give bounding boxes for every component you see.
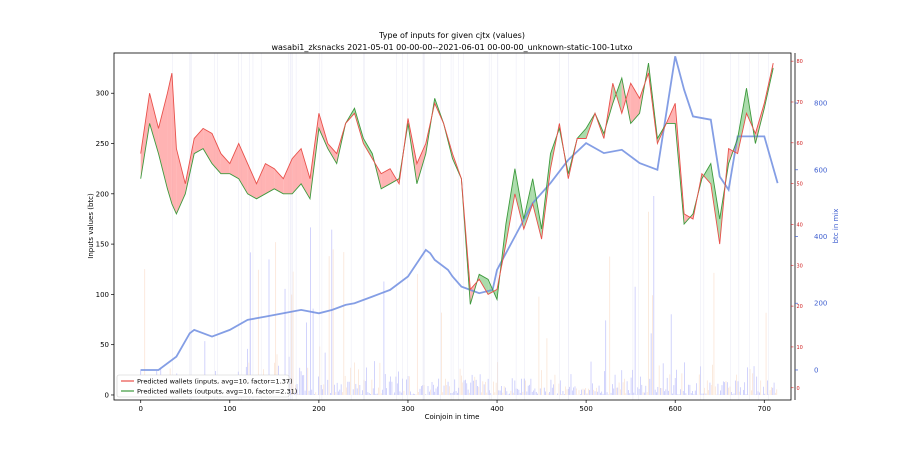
legend: Predicted wallets (inputs, avg=10, facto… (116, 374, 297, 398)
y3-axis-ticks: 0 10 20 30 40 50 60 70 80 (791, 59, 803, 392)
x-axis-ticks: 0 100 200 300 400 500 600 700 (138, 400, 771, 413)
x-tick-label: 100 (223, 405, 236, 413)
difference-fill-segment (363, 138, 373, 159)
chart-subtitle: wasabi1_zksnacks 2021-05-01 00-00-00--20… (271, 43, 632, 52)
difference-fill-segment (220, 153, 230, 174)
difference-fill-segment (532, 178, 542, 240)
gridline-markers (172, 53, 769, 400)
difference-fill-segment (514, 168, 524, 230)
btc-in-mix-line (140, 56, 779, 371)
x-tick-label: 500 (579, 405, 592, 413)
difference-fill-segment (292, 148, 302, 194)
difference-fill-segment (185, 138, 195, 194)
y2-axis-ticks: 0 200 400 600 800 (795, 100, 827, 374)
x-tick-label: 400 (490, 405, 503, 413)
difference-fill-segment (309, 113, 319, 199)
y2-tick-label: 800 (814, 100, 827, 108)
outputs-line (140, 63, 774, 305)
difference-fill-segment (479, 274, 489, 295)
x-axis-label: Coinjoin in time (425, 413, 480, 421)
difference-fills (140, 63, 774, 305)
legend-outputs-label: Predicted wallets (outputs, avg=10, fact… (137, 388, 297, 396)
y3-tick-label: 50 (797, 182, 803, 188)
difference-fill-segment (158, 93, 168, 189)
y-tick-label: 100 (96, 291, 109, 299)
y-axis-ticks: 0 50 100 150 200 250 300 (96, 90, 114, 399)
x-tick-label: 600 (669, 405, 682, 413)
inputs-line (140, 63, 774, 296)
y3-tick-label: 80 (797, 59, 803, 65)
y2-tick-label: 200 (814, 300, 827, 308)
x-tick-label: 700 (758, 405, 771, 413)
y-tick-label: 300 (96, 90, 109, 98)
x-tick-label: 0 (138, 405, 142, 413)
difference-fill-segment (167, 73, 172, 204)
y3-tick-label: 30 (797, 263, 803, 269)
difference-fill-segment (238, 143, 248, 194)
x-tick-label: 200 (312, 405, 325, 413)
difference-fill-segment (327, 143, 337, 164)
y-tick-label: 150 (96, 241, 109, 249)
difference-fill-segment (505, 168, 515, 245)
y-tick-label: 50 (100, 341, 109, 349)
y-axis-label: Inputs values (btc) (87, 193, 95, 259)
difference-fill-segment (265, 163, 275, 194)
y-tick-label: 0 (105, 391, 109, 399)
chart-title: Type of inputs for given cjtx (values) (378, 31, 525, 40)
difference-fill-segment (229, 143, 239, 179)
legend-inputs-label: Predicted wallets (inputs, avg=10, facto… (137, 378, 293, 386)
y2-axis-label: btc in mix (832, 209, 840, 244)
difference-fill-segment (630, 83, 640, 124)
y2-tick-label: 0 (814, 366, 818, 374)
plot-frame (113, 52, 792, 401)
difference-fill-segment (416, 143, 426, 184)
y-tick-label: 250 (96, 140, 109, 148)
y3-tick-label: 20 (797, 304, 803, 310)
y3-tick-label: 70 (797, 100, 803, 106)
difference-fill-segment (701, 163, 711, 184)
series-lines (140, 56, 779, 371)
difference-fill-segment (301, 148, 310, 199)
difference-fill-segment (140, 93, 150, 179)
y2-tick-label: 400 (814, 233, 827, 241)
difference-fill-segment (171, 73, 177, 214)
difference-fill-segment (176, 148, 186, 214)
y3-tick-label: 40 (797, 222, 803, 228)
y3-tick-label: 10 (797, 345, 803, 351)
y-tick-label: 200 (96, 190, 109, 198)
legend-box (116, 374, 290, 398)
difference-fill-segment (211, 133, 221, 174)
difference-fill-segment (283, 158, 293, 194)
difference-fill-segment (203, 128, 212, 164)
value-bars (140, 195, 778, 395)
difference-fill-segment (710, 163, 720, 245)
difference-fill-segment (381, 168, 391, 189)
x-tick-label: 300 (401, 405, 414, 413)
y2-tick-label: 600 (814, 166, 827, 174)
y3-tick-label: 0 (797, 386, 800, 392)
difference-fill-segment (274, 168, 284, 194)
difference-fill-segment (149, 93, 159, 154)
difference-fill-segment (256, 163, 266, 199)
difference-fill-segment (194, 128, 204, 154)
difference-fill-segment (247, 163, 257, 199)
y3-tick-label: 60 (797, 141, 803, 147)
